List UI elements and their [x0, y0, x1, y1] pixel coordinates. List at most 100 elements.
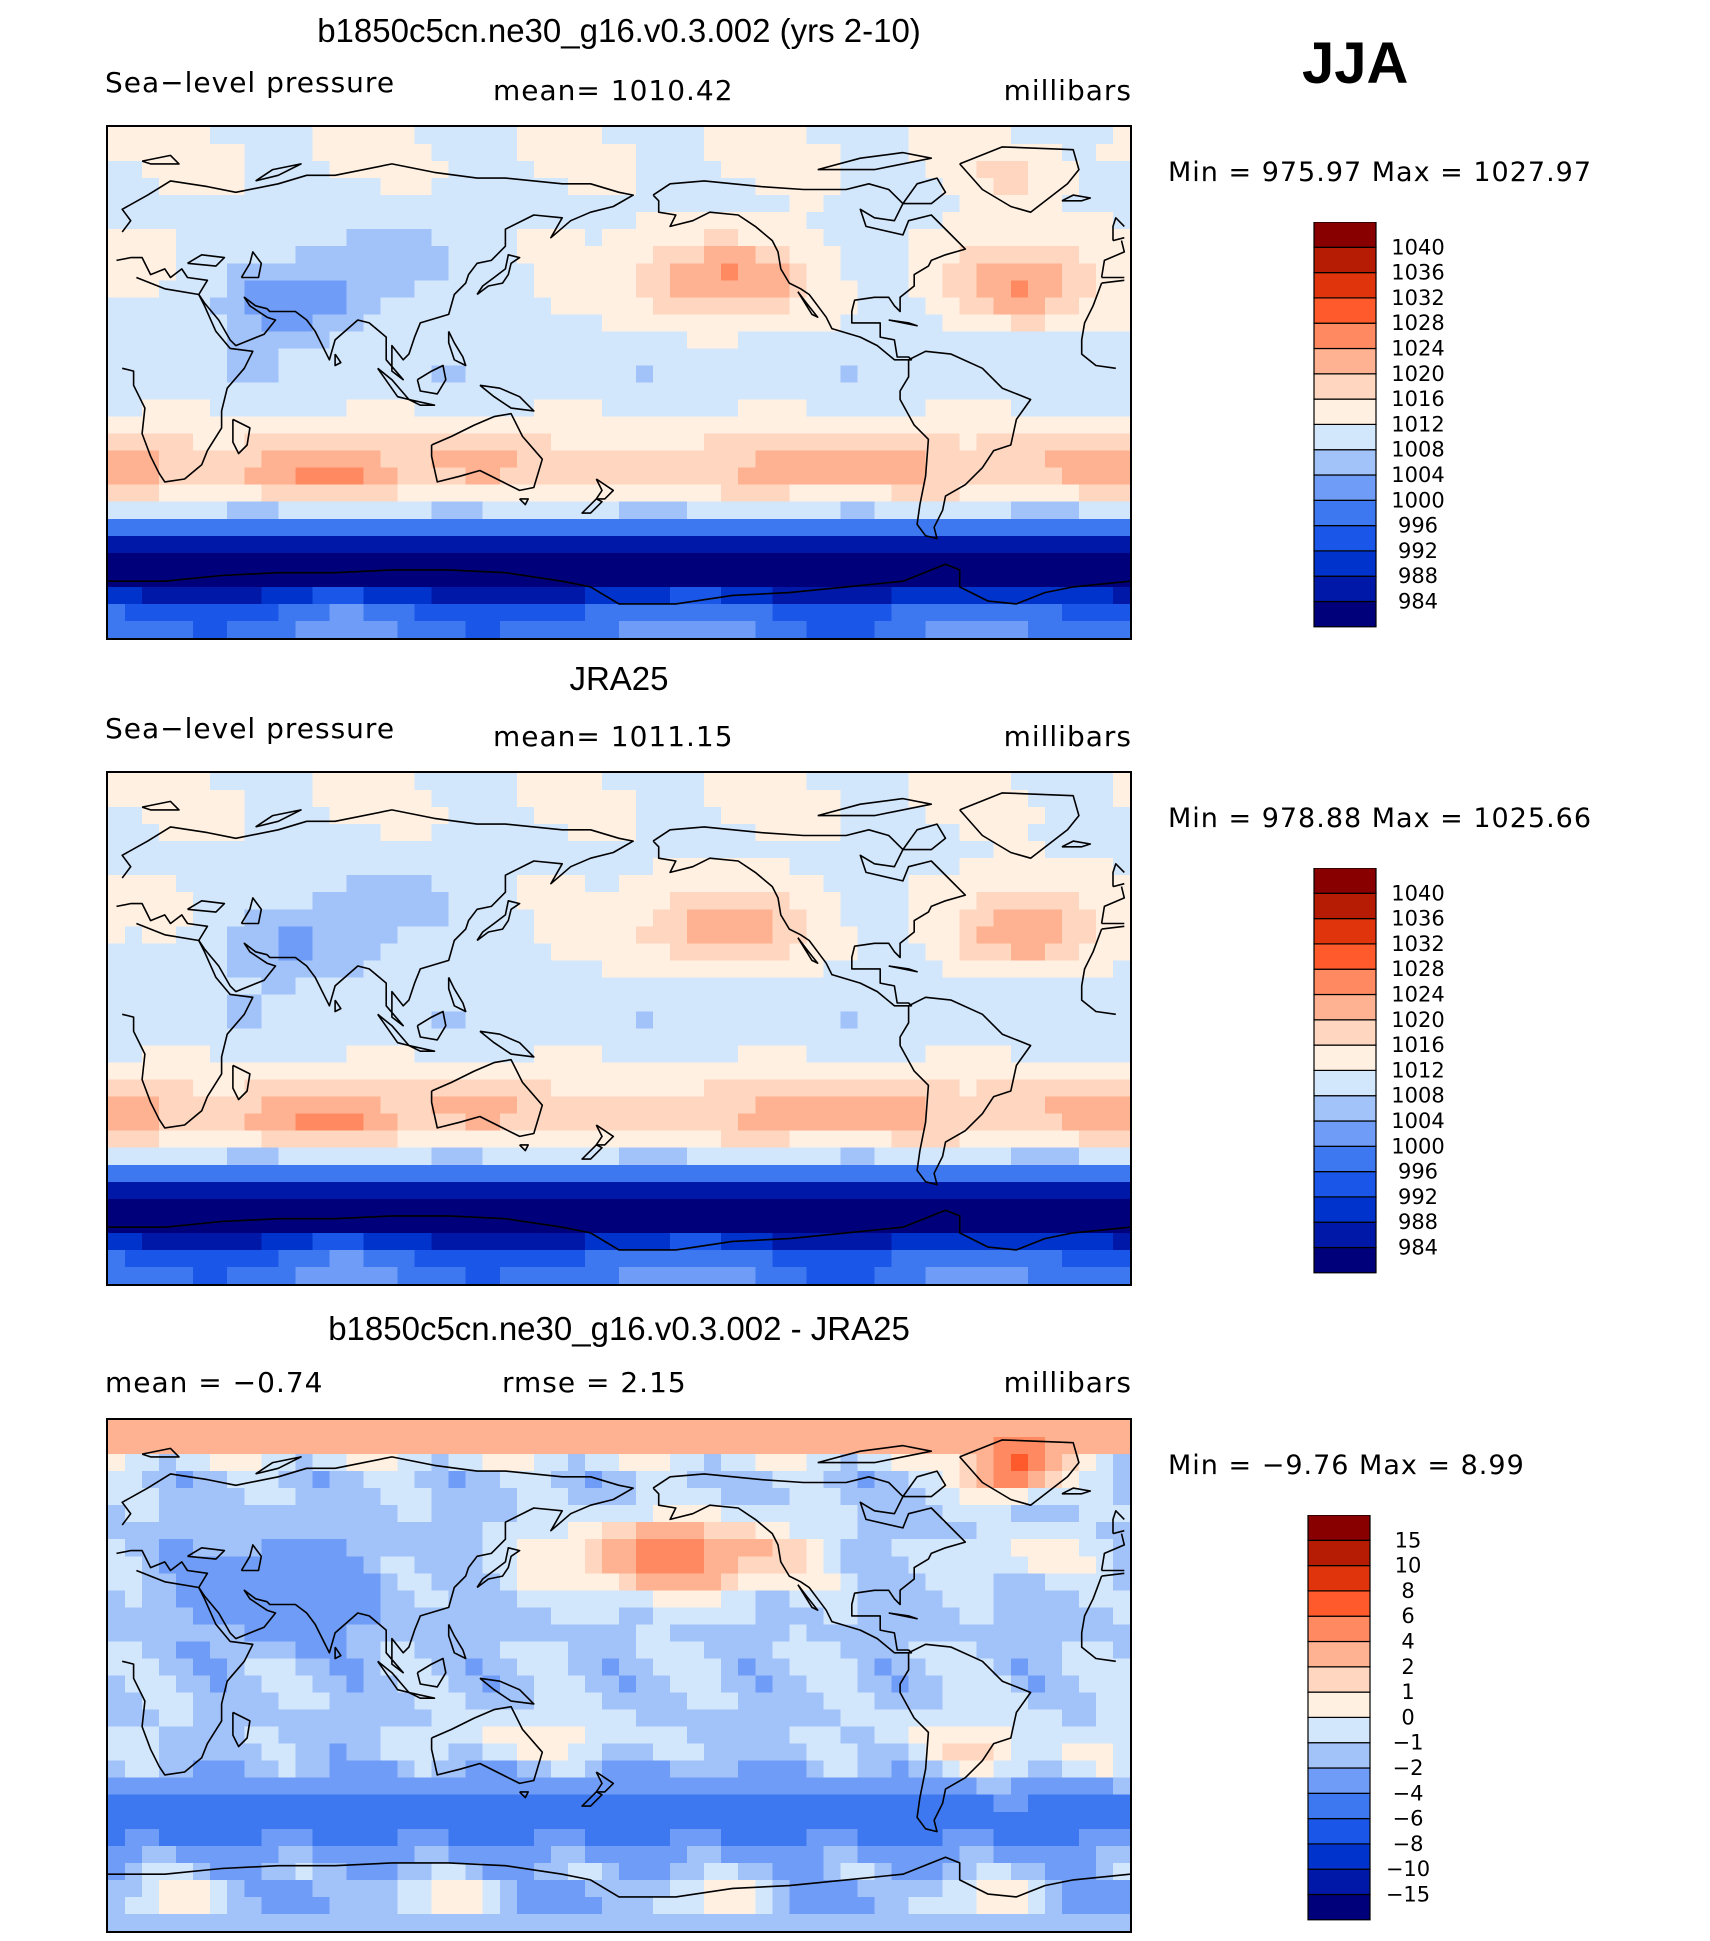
panel-2-colorbar: 1040103610321028102410201016101210081004… [1313, 868, 1445, 1274]
panel-3-colorbar-label: −6 [1393, 1807, 1424, 1831]
panel-3-coastline [479, 1677, 535, 1705]
panel-1-title: b1850c5cn.ne30_g16.v0.3.002 (yrs 2-10) [317, 12, 921, 49]
panel-1-colorbar-box-9 [1313, 373, 1377, 400]
panel-2-colorbar-label: 988 [1398, 1210, 1438, 1234]
panel-3-colorbar-box-0 [1307, 1893, 1371, 1921]
panel-1-coastlines [108, 146, 1130, 605]
panel-3-colorbar-label: 8 [1401, 1579, 1414, 1603]
panel-2-map-canvas [108, 773, 1130, 1284]
panel-3-map-canvas [108, 1420, 1130, 1931]
panel-2-mean-label: mean= 1011.15 [493, 720, 734, 753]
panel-3-coastline [334, 1646, 342, 1660]
panel-3-colorbar-box-4 [1307, 1792, 1371, 1820]
panel-1-coastline [430, 412, 544, 492]
panel-3-colorbar-box-5 [1307, 1767, 1371, 1794]
panel-2-coastline [141, 800, 180, 811]
panel-1-colorbar-box-6 [1313, 449, 1377, 476]
panel-1-coastline [479, 384, 535, 412]
panel-2-colorbar-box-3 [1313, 1171, 1377, 1198]
panel-3-colorbar-box-6 [1307, 1742, 1371, 1769]
panel-2-colorbar-label: 1020 [1391, 1008, 1444, 1032]
panel-1-colorbar-label: 1004 [1391, 463, 1444, 487]
panel-2-colorbar-box-9 [1313, 1019, 1377, 1046]
panel-3-coastline [817, 1444, 933, 1464]
panel-2-coastline [817, 797, 933, 817]
panel-2-colorbar-label: 1012 [1391, 1058, 1444, 1082]
panel-1-coastline [1061, 194, 1092, 202]
panel-2-colorbar-box-7 [1313, 1069, 1377, 1097]
panel-1-colorbar-label: 996 [1398, 514, 1438, 538]
panel-2-colorbar-label: 984 [1398, 1236, 1438, 1260]
panel-2-coastline [108, 1209, 1130, 1251]
panel-1-contour-field [108, 127, 1130, 638]
panel-2-colorbar-label: 1028 [1391, 957, 1444, 981]
panel-2-colorbar-label: 1024 [1391, 983, 1444, 1007]
panel-2-coastline [652, 826, 967, 1007]
panel-3-coastline [581, 1791, 603, 1807]
panel-1-mean-label: mean= 1010.42 [493, 74, 734, 107]
panel-2-coastline [902, 823, 947, 851]
panel-3-coastline [232, 1711, 251, 1748]
panel-2-colorbar-box-6 [1313, 1095, 1377, 1122]
panel-1-coastline [902, 177, 947, 205]
panel-2-colorbar-box-10 [1313, 993, 1377, 1021]
panel-3-coastline [476, 1547, 521, 1589]
panel-3-coastline [108, 1856, 1130, 1898]
panel-1-coastline [581, 498, 603, 514]
panel-2-coastline [479, 1030, 535, 1058]
panel-2-coastline [334, 999, 342, 1013]
panel-3-colorbar-box-7 [1307, 1716, 1371, 1744]
panel-1-colorbar-label: 1012 [1391, 412, 1444, 436]
panel-1-coastline [817, 151, 933, 171]
panel-1-coastline [141, 154, 180, 165]
panel-3-colorbar-label: −15 [1386, 1883, 1430, 1907]
panel-1-colorbar-box-3 [1313, 525, 1377, 552]
panel-3-colorbar-label: −2 [1393, 1756, 1424, 1780]
panel-3-colorbar-box-12 [1307, 1590, 1371, 1617]
panel-3-colorbar-label: 2 [1401, 1655, 1414, 1679]
panel-3-coastline [652, 1473, 967, 1654]
panel-2-coastline [797, 937, 819, 964]
panel-2-coastline [476, 900, 521, 942]
panel-1-colorbar-label: 988 [1398, 564, 1438, 588]
panel-3-coastline [1112, 1510, 1125, 1535]
panel-3-map [106, 1418, 1132, 1933]
panel-3-minmax: Min = −9.76 Max = 8.99 [1168, 1450, 1525, 1481]
panel-3-coastline [797, 1584, 819, 1611]
panel-1-colorbar-box-2 [1313, 550, 1377, 577]
panel-1-coastline [652, 180, 967, 361]
panel-1-colorbar-box-10 [1313, 347, 1377, 375]
panel-1-coastline [519, 498, 529, 506]
panel-2-colorbar-label: 996 [1398, 1160, 1438, 1184]
panel-1-colorbar-label: 1008 [1391, 438, 1444, 462]
panel-1-colorbar: 1040103610321028102410201016101210081004… [1313, 222, 1445, 628]
panel-3-coastline [416, 1657, 447, 1688]
panel-2-colorbar-label: 1040 [1391, 881, 1444, 905]
panel-3-coastline [122, 1569, 1125, 1776]
panel-2-colorbar-label: 1004 [1391, 1109, 1444, 1133]
panel-2-coastline [187, 900, 226, 913]
panel-3-coastline [255, 1456, 302, 1475]
panel-2-coastline [1061, 840, 1092, 848]
panel-1-coastline [959, 146, 1080, 213]
panel-2-coastline [899, 996, 1032, 1186]
panel-3-colorbar-box-14 [1307, 1539, 1371, 1567]
panel-1-colorbar-box-11 [1313, 322, 1377, 350]
panel-2-colorbar-box-13 [1313, 917, 1377, 945]
panel-3-coastline [595, 1771, 615, 1793]
panel-3-coastline [899, 1643, 1032, 1833]
panel-3-colorbar-box-3 [1307, 1818, 1371, 1845]
panel-2-coastline [959, 792, 1080, 859]
panel-2-coastline [595, 1124, 615, 1146]
panel-3-colorbar-box-15 [1307, 1515, 1371, 1541]
panel-2-coastline [232, 1064, 251, 1101]
season-label: JJA [1302, 31, 1409, 96]
panel-3-mean-label: mean = −0.74 [105, 1366, 324, 1399]
panel-3-colorbar-label: 1 [1401, 1680, 1414, 1704]
panel-2-left-label: Sea−level pressure [105, 712, 396, 745]
panel-1-units-label: millibars [1003, 74, 1132, 107]
panel-3-colorbar-label: −8 [1393, 1832, 1424, 1856]
panel-2-colorbar-box-0 [1313, 1246, 1377, 1274]
panel-1-coastline [408, 398, 436, 406]
